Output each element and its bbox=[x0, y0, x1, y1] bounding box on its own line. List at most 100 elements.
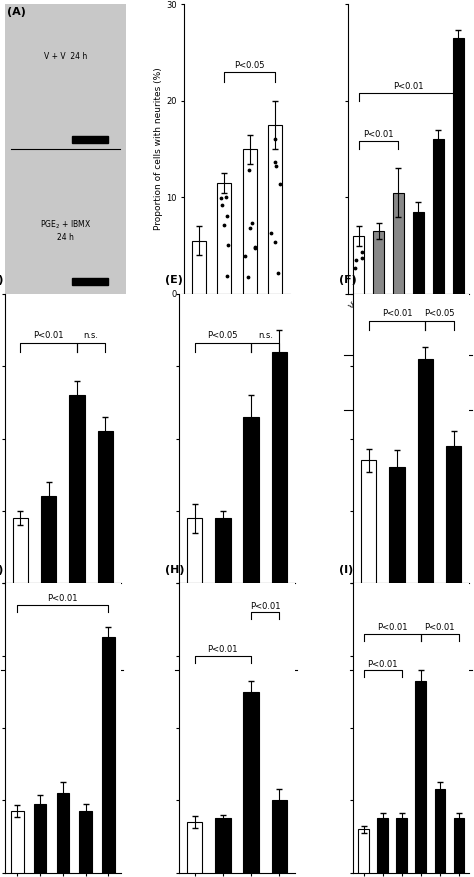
Bar bbox=[272, 352, 287, 583]
Bar bbox=[187, 822, 202, 873]
Bar bbox=[396, 818, 407, 873]
Text: PGE$_2$
(μM): PGE$_2$ (μM) bbox=[364, 348, 384, 371]
Point bbox=[271, 155, 279, 169]
Text: PGE$_2$
+IBMX: PGE$_2$ +IBMX bbox=[255, 664, 281, 687]
Point bbox=[222, 190, 230, 204]
Bar bbox=[215, 818, 231, 873]
Text: P<0.01: P<0.01 bbox=[208, 645, 238, 654]
Bar bbox=[413, 211, 424, 294]
Bar bbox=[72, 278, 108, 285]
Text: P<0.05: P<0.05 bbox=[208, 332, 238, 340]
Point bbox=[274, 266, 282, 280]
Point bbox=[352, 253, 360, 267]
Text: n.s.: n.s. bbox=[258, 332, 273, 340]
Bar bbox=[102, 638, 115, 873]
Point bbox=[246, 221, 254, 235]
Point bbox=[245, 163, 252, 177]
Bar bbox=[98, 431, 113, 583]
Point bbox=[223, 269, 230, 283]
Bar bbox=[69, 395, 85, 583]
Point bbox=[244, 270, 252, 284]
Point bbox=[241, 249, 249, 263]
Bar bbox=[56, 793, 69, 873]
Bar bbox=[268, 125, 283, 294]
Text: P<0.01: P<0.01 bbox=[363, 131, 394, 139]
Bar bbox=[191, 240, 206, 294]
Point bbox=[276, 177, 284, 191]
Text: P<0.05: P<0.05 bbox=[235, 61, 265, 70]
Text: n.s.: n.s. bbox=[83, 332, 99, 340]
Point bbox=[217, 190, 225, 204]
Text: P<0.01: P<0.01 bbox=[367, 660, 398, 668]
Bar bbox=[243, 417, 259, 583]
Text: P<0.01: P<0.01 bbox=[47, 595, 78, 603]
Point bbox=[267, 225, 274, 239]
Bar bbox=[353, 236, 364, 294]
Bar bbox=[418, 359, 433, 583]
Point bbox=[251, 239, 259, 253]
Point bbox=[272, 159, 279, 173]
Bar bbox=[453, 38, 464, 294]
Text: P<0.01: P<0.01 bbox=[393, 82, 424, 91]
Point bbox=[352, 261, 359, 275]
Text: P<0.01: P<0.01 bbox=[33, 332, 64, 340]
Text: PGE$_2$ + IBMX
24 h: PGE$_2$ + IBMX 24 h bbox=[40, 218, 91, 241]
Bar bbox=[435, 789, 445, 873]
Bar bbox=[433, 139, 444, 294]
Point bbox=[220, 218, 228, 232]
Bar bbox=[243, 149, 257, 294]
Bar bbox=[393, 192, 404, 294]
Text: (D): (D) bbox=[0, 275, 3, 285]
Text: V: V bbox=[201, 678, 207, 687]
Bar bbox=[217, 182, 231, 294]
Bar bbox=[34, 804, 46, 873]
Bar bbox=[12, 518, 28, 583]
Text: IBMX (μM): IBMX (μM) bbox=[219, 367, 265, 377]
Text: V: V bbox=[27, 678, 33, 687]
Y-axis label: Proportion of cells with neurites (%): Proportion of cells with neurites (%) bbox=[155, 68, 164, 231]
Text: V: V bbox=[376, 678, 382, 687]
Bar bbox=[215, 518, 231, 583]
Bar bbox=[243, 692, 259, 873]
Text: P<0.01: P<0.01 bbox=[425, 624, 455, 632]
Text: PGE$_2$
(μM): PGE$_2$ (μM) bbox=[431, 348, 451, 371]
Text: (H): (H) bbox=[165, 565, 184, 574]
Point bbox=[358, 251, 366, 265]
Bar bbox=[72, 136, 108, 143]
Text: PGE$_2$
+IBMX: PGE$_2$ +IBMX bbox=[430, 664, 456, 687]
Bar bbox=[454, 818, 464, 873]
Bar bbox=[416, 681, 426, 873]
Text: (E): (E) bbox=[165, 275, 183, 285]
Text: P<0.01: P<0.01 bbox=[250, 602, 281, 610]
Point bbox=[358, 245, 366, 259]
Bar bbox=[446, 446, 462, 583]
Bar bbox=[377, 818, 388, 873]
Text: V: V bbox=[372, 417, 377, 426]
Text: P<0.05: P<0.05 bbox=[424, 310, 455, 318]
Text: (F): (F) bbox=[339, 275, 357, 285]
Point bbox=[224, 209, 231, 223]
Bar bbox=[41, 496, 56, 583]
Text: PGE$_2$
+IBMX: PGE$_2$ +IBMX bbox=[82, 664, 107, 687]
Point bbox=[271, 235, 279, 249]
Bar bbox=[11, 811, 24, 873]
Text: (A): (A) bbox=[7, 7, 26, 18]
Text: P<0.01: P<0.01 bbox=[377, 624, 408, 632]
Text: (I): (I) bbox=[339, 565, 354, 574]
Point bbox=[218, 197, 226, 211]
Point bbox=[224, 238, 232, 252]
Text: V + V  24 h: V + V 24 h bbox=[44, 52, 87, 61]
Bar bbox=[373, 231, 384, 294]
Bar bbox=[187, 518, 202, 583]
Bar bbox=[389, 467, 405, 583]
Text: IBMX
50 μM: IBMX 50 μM bbox=[429, 407, 453, 426]
Text: (G): (G) bbox=[0, 565, 3, 574]
Bar bbox=[358, 830, 369, 873]
Text: P<0.01: P<0.01 bbox=[382, 310, 412, 318]
Point bbox=[271, 132, 278, 146]
Bar bbox=[79, 811, 92, 873]
Point bbox=[251, 241, 259, 255]
Bar bbox=[361, 460, 376, 583]
Bar bbox=[272, 800, 287, 873]
Point bbox=[248, 216, 255, 230]
